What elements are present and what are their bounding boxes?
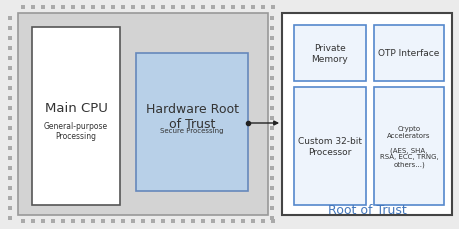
Bar — [136, 54, 247, 191]
Bar — [18, 14, 268, 215]
Text: Main CPU: Main CPU — [45, 102, 107, 115]
Bar — [293, 88, 365, 205]
Bar — [293, 26, 365, 82]
Bar — [281, 14, 451, 215]
Bar — [32, 28, 120, 205]
Text: Hardware Root
of Trust: Hardware Root of Trust — [145, 103, 238, 131]
Text: General-purpose
Processing: General-purpose Processing — [44, 121, 108, 141]
Text: Custom 32-bit
Processor: Custom 32-bit Processor — [297, 137, 361, 156]
Text: OTP Interface: OTP Interface — [377, 49, 439, 58]
Text: Private
Memory: Private Memory — [311, 44, 347, 63]
Text: Crypto
Accelerators

(AES, SHA,
RSA, ECC, TRNG,
others...): Crypto Accelerators (AES, SHA, RSA, ECC,… — [379, 125, 437, 167]
Text: Secure Processing: Secure Processing — [160, 128, 223, 134]
Bar — [373, 88, 443, 205]
Text: Root of Trust: Root of Trust — [327, 203, 405, 216]
Bar — [373, 26, 443, 82]
